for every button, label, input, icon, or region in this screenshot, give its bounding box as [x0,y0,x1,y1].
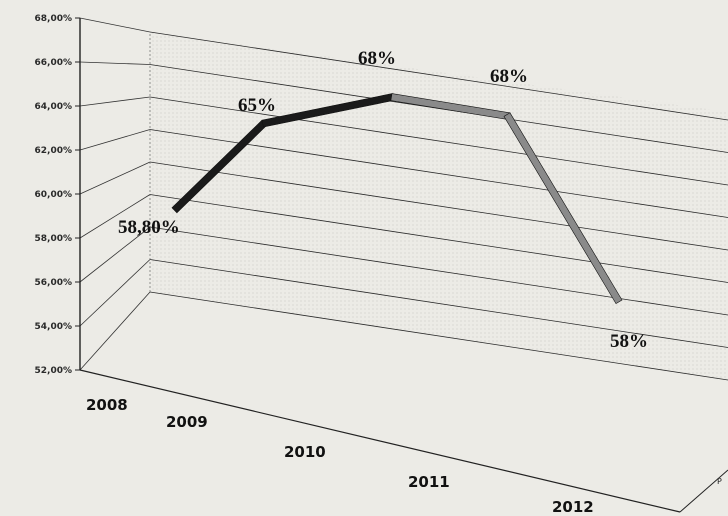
gridline [149,259,728,348]
x-tick-label: 2008 [86,396,128,414]
data-labels: 58,80% 65% 68% 68% 58% [118,48,648,352]
y-tick-label: 64,00% [35,102,73,112]
x-axis-line [79,369,681,513]
x-tick-label: 2009 [166,413,208,431]
gridline [149,31,728,121]
gridline-depth [79,161,151,195]
data-label: 68% [358,48,396,69]
y-tick-label: 56,00% [35,278,73,288]
axes [75,17,728,513]
data-label: 65% [238,95,276,116]
y-tick-label: 60,00% [35,190,73,200]
data-label: 58,80% [118,217,180,238]
data-label: 68% [490,66,528,87]
gridline [149,194,728,283]
series-segment [503,112,623,305]
gridline [149,226,728,316]
series-line [171,93,623,305]
y-tick-label: 58,00% [35,234,73,244]
y-tick-label: 52,00% [35,366,73,376]
gridline-depth [79,96,151,107]
x-axis-tick-labels: 2008 2009 2010 2011 2012 [86,396,594,516]
gridline-depth [79,61,151,65]
gridline-depth [79,17,151,33]
y-axis-tick-labels: 52,00% 54,00% 56,00% 58,00% 60,00% 62,00% 64,0… [35,14,73,376]
gridline-depth [79,129,151,151]
y-tick-label: 62,00% [35,146,73,156]
gridline-depth [79,226,151,283]
corner-label: P [717,477,722,486]
x-tick-label: 2010 [284,443,326,461]
gridline-depth [79,259,151,327]
x-tick-label: 2012 [552,498,594,516]
floor-right-edge [679,469,728,513]
y-tick-label: 68,00% [35,14,73,24]
gridline [149,161,728,251]
y-tick-label: 66,00% [35,58,73,68]
gridline [149,96,728,186]
y-tick-label: 54,00% [35,322,73,332]
x-tick-label: 2011 [408,473,450,491]
gridline-depth [79,291,151,371]
gridline-depth [79,194,151,239]
gridline [149,291,728,381]
data-label: 58% [610,331,648,352]
